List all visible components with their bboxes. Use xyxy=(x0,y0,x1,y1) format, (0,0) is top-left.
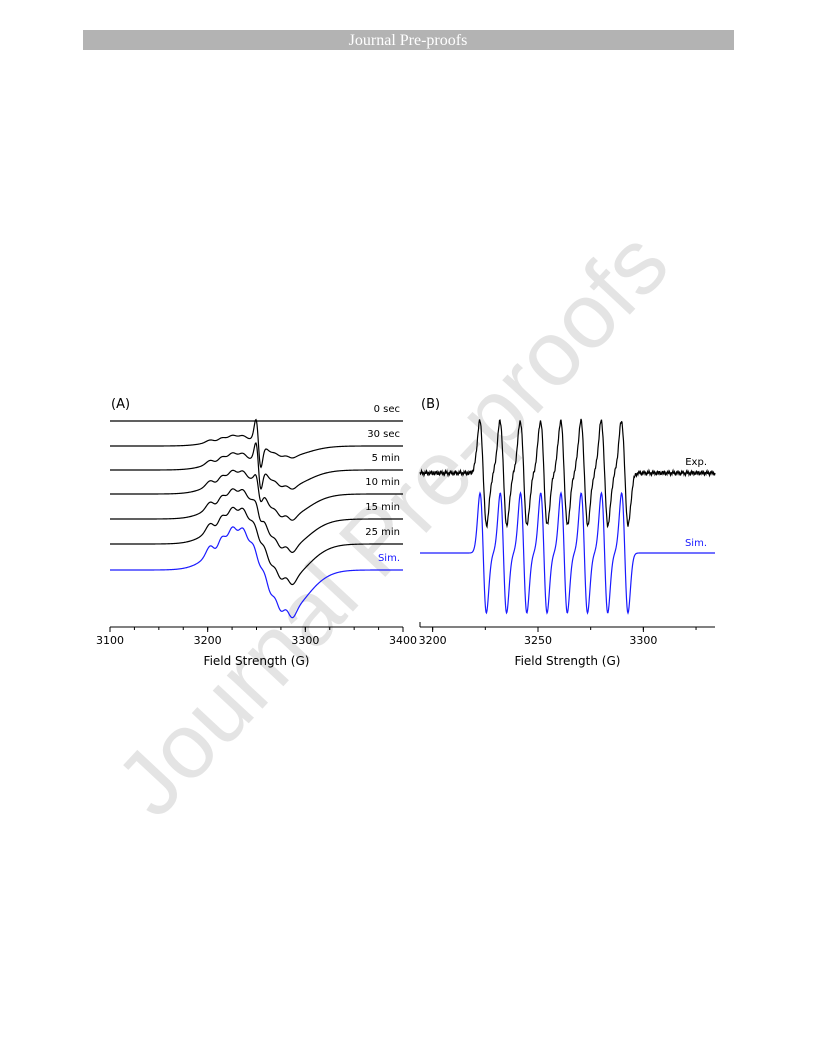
trace-label: 10 min xyxy=(365,477,400,488)
trace-label: 0 sec xyxy=(374,404,400,415)
spectrum-trace xyxy=(110,506,403,586)
trace-label: Exp. xyxy=(685,457,707,468)
spectrum-trace xyxy=(110,469,403,521)
trace-label: 30 sec xyxy=(367,429,400,440)
x-tick-label: 3300 xyxy=(291,634,319,647)
panel-label: (B) xyxy=(421,397,440,412)
trace-label: Sim. xyxy=(685,538,707,549)
x-tick-label: 3100 xyxy=(96,634,124,647)
trace-label: 5 min xyxy=(372,453,400,464)
x-tick-label: 3400 xyxy=(389,634,417,647)
x-tick-label: 3300 xyxy=(629,634,657,647)
trace-label: Sim. xyxy=(378,553,400,564)
x-tick-label: 3250 xyxy=(524,634,552,647)
spectrum-trace xyxy=(419,418,716,529)
spectrum-trace xyxy=(110,418,403,469)
trace-label: 15 min xyxy=(365,502,400,513)
header-bar xyxy=(83,30,734,50)
trace-label: 25 min xyxy=(365,527,400,538)
header-text: Journal Pre-proofs xyxy=(349,32,468,49)
x-axis-title: Field Strength (G) xyxy=(515,654,621,668)
spectrum-trace xyxy=(420,491,715,615)
panel-label: (A) xyxy=(111,397,130,412)
spectrum-trace xyxy=(110,488,403,553)
x-tick-label: 3200 xyxy=(194,634,222,647)
x-tick-label: 3200 xyxy=(419,634,447,647)
spectrum-trace xyxy=(110,442,403,491)
figure: 3100 3200 3300 3400 Field Strength (G) (A) 0 s… xyxy=(96,397,716,668)
x-axis-title: Field Strength (G) xyxy=(204,654,310,668)
spectrum-trace xyxy=(110,526,403,619)
watermark: Journal Pre-proofs xyxy=(97,212,688,835)
